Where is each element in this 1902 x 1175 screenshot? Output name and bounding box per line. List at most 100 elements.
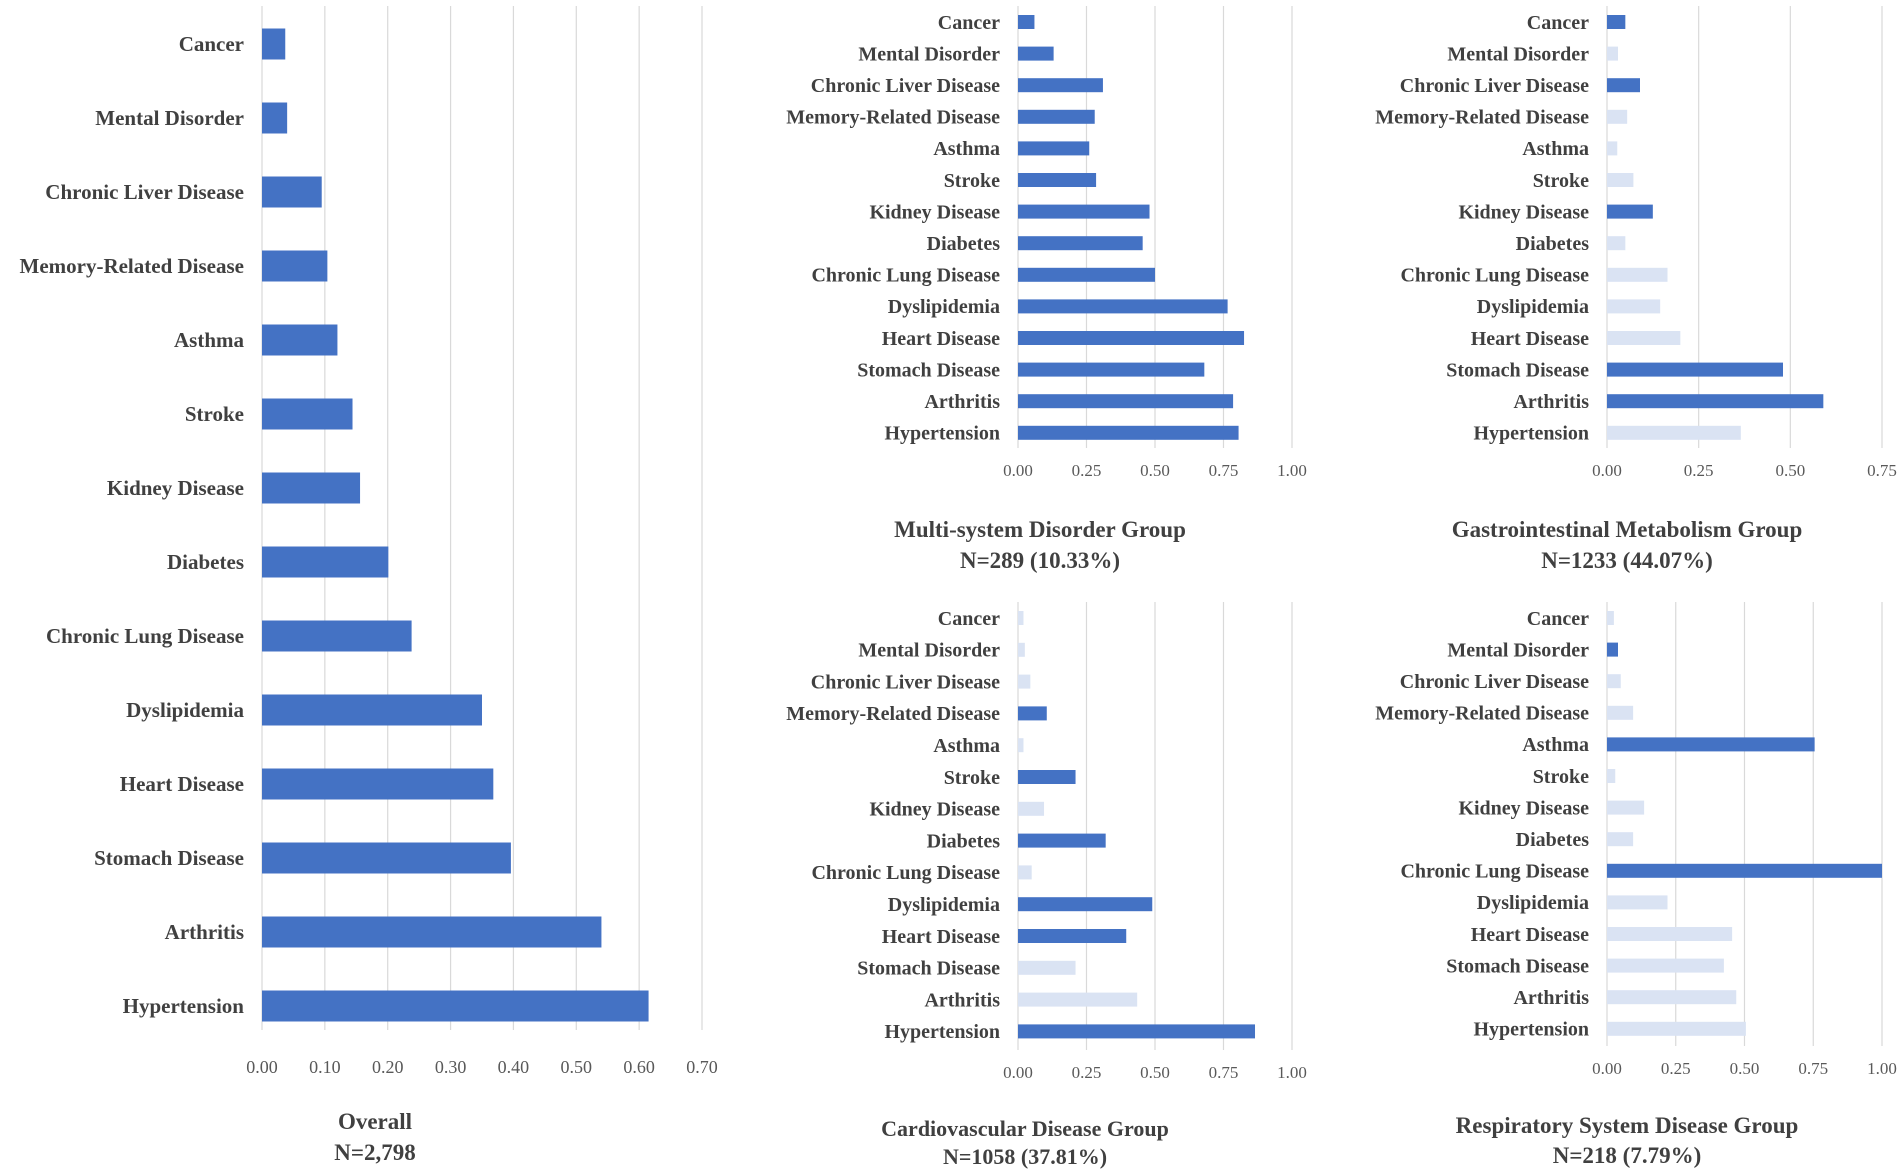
category-label: Kidney Disease xyxy=(869,799,1000,821)
x-tick-label: 0.00 xyxy=(1592,461,1622,480)
x-tick-label: 0.25 xyxy=(1072,1063,1102,1082)
category-label: Chronic Lung Disease xyxy=(811,862,1000,884)
category-label: Asthma xyxy=(933,138,1000,160)
bar xyxy=(1607,705,1634,720)
bar xyxy=(1018,992,1138,1007)
category-label: Stomach Disease xyxy=(1446,955,1589,977)
bar xyxy=(262,250,328,282)
category-label: Stroke xyxy=(944,767,1000,789)
bar xyxy=(262,546,389,578)
category-label: Chronic Liver Disease xyxy=(1400,671,1589,693)
category-label: Diabetes xyxy=(927,233,1001,255)
bar xyxy=(1018,236,1143,251)
bar xyxy=(1607,958,1724,973)
x-tick-label: 1.00 xyxy=(1867,1059,1897,1078)
chart-panel-cardio: 0.00 0.25 0.50 0.75 1.00 Cancer Mental Disorde… xyxy=(786,602,1307,1169)
category-label: Dyslipidemia xyxy=(888,296,1000,318)
chart-subtitle: N=1233 (44.07%) xyxy=(1541,548,1713,573)
bar xyxy=(1607,15,1626,29)
category-label: Memory-Related Disease xyxy=(786,703,1000,725)
category-label: Cancer xyxy=(179,32,244,56)
bar xyxy=(1607,394,1824,409)
bar xyxy=(1607,173,1634,187)
category-label: Chronic Liver Disease xyxy=(811,75,1000,97)
bar xyxy=(1607,674,1621,689)
chart-panel-multi: 0.00 0.25 0.50 0.75 1.00 Cancer Mental Disorde… xyxy=(786,6,1307,573)
category-label: Mental Disorder xyxy=(858,43,1000,65)
x-tick-label: 0.75 xyxy=(1867,461,1897,480)
category-label: Arthritis xyxy=(1513,391,1589,413)
chart-panel-overall: 0.00 0.10 0.20 0.30 0.40 0.50 0.60 0.70 Cancer Me… xyxy=(20,6,718,1165)
chart-subtitle: N=289 (10.33%) xyxy=(960,548,1120,573)
chart-panel-gastro: 0.00 0.25 0.50 0.75 Cancer Mental Disorder Chr… xyxy=(1375,6,1897,573)
bar xyxy=(1607,204,1653,219)
category-label: Memory-Related Disease xyxy=(1375,107,1589,129)
chart-title: Respiratory System Disease Group xyxy=(1456,1113,1799,1138)
bar xyxy=(1607,141,1618,156)
bar xyxy=(1018,141,1090,156)
category-label: Mental Disorder xyxy=(1447,639,1589,661)
bar xyxy=(1607,990,1737,1005)
bar xyxy=(262,102,288,134)
category-label: Kidney Disease xyxy=(107,476,244,500)
bar xyxy=(1607,362,1783,377)
x-tick-label: 0.30 xyxy=(435,1057,467,1077)
bar xyxy=(262,694,482,726)
x-tick-label: 0.50 xyxy=(561,1057,593,1077)
bar xyxy=(262,916,602,948)
chart-subtitle: N=218 (7.79%) xyxy=(1553,1143,1702,1168)
bar xyxy=(1018,706,1047,721)
bar xyxy=(1018,425,1239,440)
bar xyxy=(1018,897,1153,912)
bar xyxy=(1018,362,1205,377)
bar xyxy=(1607,832,1634,847)
bar xyxy=(1607,109,1628,124)
category-label: Cancer xyxy=(1527,608,1589,630)
bar xyxy=(1607,611,1614,625)
bar xyxy=(1018,394,1234,409)
bar xyxy=(262,176,322,208)
x-tick-label: 0.00 xyxy=(1592,1059,1622,1078)
bar xyxy=(1018,770,1076,784)
bar xyxy=(1607,642,1618,657)
category-label: Hypertension xyxy=(1473,1019,1589,1041)
bar xyxy=(262,620,412,652)
category-label: Dyslipidemia xyxy=(126,698,244,722)
x-tick-label: 0.25 xyxy=(1661,1059,1691,1078)
bar xyxy=(1018,833,1106,848)
chart-title: Gastrointestinal Metabolism Group xyxy=(1452,517,1803,542)
bar xyxy=(1018,642,1025,657)
category-label: Mental Disorder xyxy=(858,640,1000,662)
category-label: Memory-Related Disease xyxy=(786,107,1000,129)
category-label: Heart Disease xyxy=(882,328,1000,350)
category-label: Chronic Liver Disease xyxy=(811,671,1000,693)
category-label: Stroke xyxy=(944,170,1000,192)
bar xyxy=(1607,769,1616,783)
x-tick-label: 0.10 xyxy=(309,1057,341,1077)
bar xyxy=(1018,78,1103,93)
bar xyxy=(1018,204,1150,219)
bar xyxy=(1018,929,1127,943)
bar xyxy=(1018,267,1155,282)
category-label: Mental Disorder xyxy=(95,106,244,130)
chart-title: Multi-system Disorder Group xyxy=(894,517,1186,542)
x-tick-label: 1.00 xyxy=(1277,461,1307,480)
x-tick-label: 0.50 xyxy=(1730,1059,1760,1078)
bar xyxy=(1607,425,1741,440)
bar xyxy=(1607,1021,1746,1036)
x-tick-label: 0.25 xyxy=(1684,461,1714,480)
category-label: Dyslipidemia xyxy=(1477,296,1589,318)
category-label: Stroke xyxy=(185,402,244,426)
category-label: Asthma xyxy=(1522,734,1589,756)
bar xyxy=(1607,299,1661,314)
bar xyxy=(1607,895,1668,910)
category-label: Mental Disorder xyxy=(1447,43,1589,65)
bar xyxy=(1018,611,1024,625)
category-label: Chronic Lung Disease xyxy=(1400,861,1589,883)
x-tick-label: 0.25 xyxy=(1072,461,1102,480)
category-label: Kidney Disease xyxy=(1458,201,1589,223)
category-label: Heart Disease xyxy=(882,926,1000,948)
bar xyxy=(262,842,511,874)
bar xyxy=(1018,1024,1256,1039)
